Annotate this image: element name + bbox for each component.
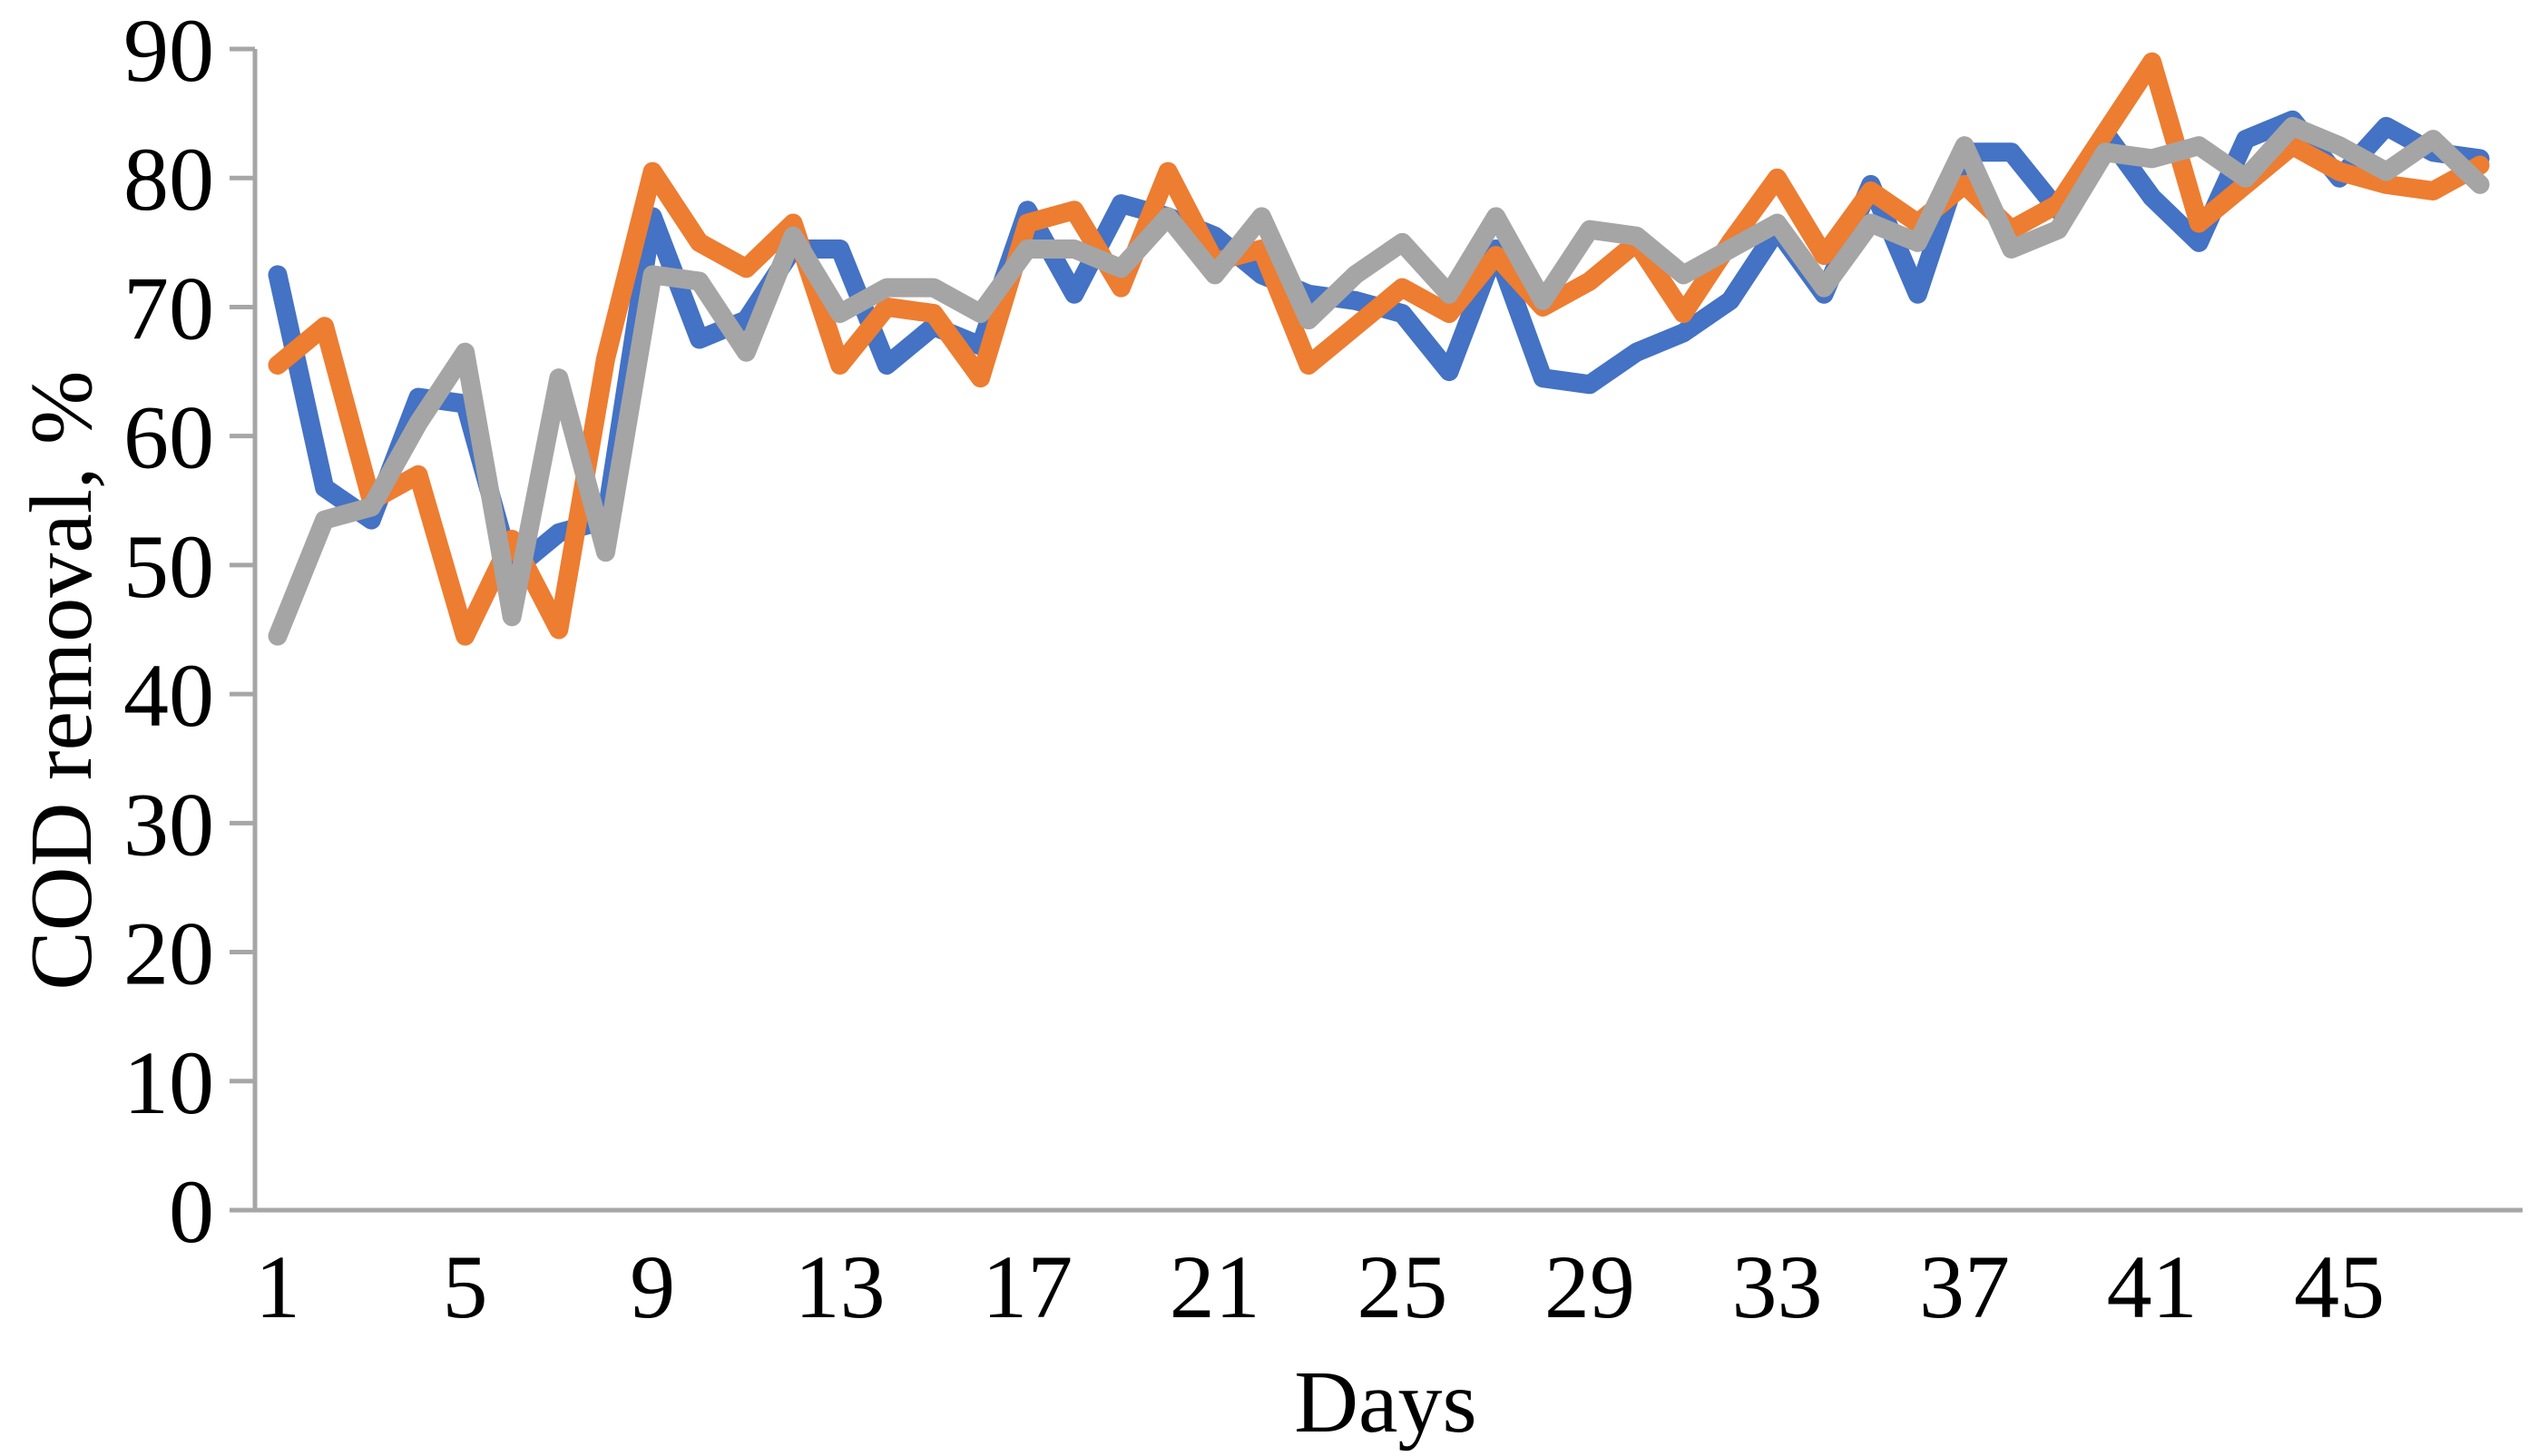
y-axis-title: COD removal, % bbox=[13, 370, 111, 990]
x-tick-label: 1 bbox=[255, 1236, 300, 1337]
line-series-orange bbox=[268, 52, 2490, 646]
y-tick-label: 40 bbox=[123, 645, 214, 746]
y-tick-label: 90 bbox=[123, 0, 214, 101]
x-axis-tick-labels: 1 5 9 13 17 21 25 29 33 37 41 45 bbox=[255, 1236, 2385, 1337]
line-series-gray bbox=[268, 116, 2490, 646]
x-tick-label: 33 bbox=[1731, 1236, 1822, 1337]
y-tick-label: 50 bbox=[123, 516, 214, 617]
data-series-lines bbox=[268, 52, 2490, 646]
x-tick-label: 45 bbox=[2294, 1236, 2385, 1337]
x-axis-title: Days bbox=[1294, 1353, 1476, 1451]
y-tick-label: 20 bbox=[123, 904, 214, 1004]
y-tick-label: 30 bbox=[123, 774, 214, 875]
x-tick-label: 13 bbox=[795, 1236, 886, 1337]
x-tick-label: 17 bbox=[982, 1236, 1073, 1337]
x-tick-label: 25 bbox=[1357, 1236, 1447, 1337]
x-tick-label: 21 bbox=[1170, 1236, 1260, 1337]
y-axis-ticks: 0 10 20 30 40 50 60 70 80 90 bbox=[123, 0, 255, 1262]
x-tick-label: 41 bbox=[2107, 1236, 2198, 1337]
y-tick-label: 10 bbox=[123, 1032, 214, 1133]
x-tick-label: 29 bbox=[1544, 1236, 1635, 1337]
y-tick-label: 70 bbox=[123, 258, 214, 358]
x-tick-label: 5 bbox=[443, 1236, 488, 1337]
x-tick-label: 37 bbox=[1919, 1236, 2010, 1337]
y-tick-label: 60 bbox=[123, 387, 214, 488]
y-tick-label: 0 bbox=[169, 1161, 214, 1262]
x-tick-label: 9 bbox=[630, 1236, 675, 1337]
y-tick-label: 80 bbox=[123, 129, 214, 230]
